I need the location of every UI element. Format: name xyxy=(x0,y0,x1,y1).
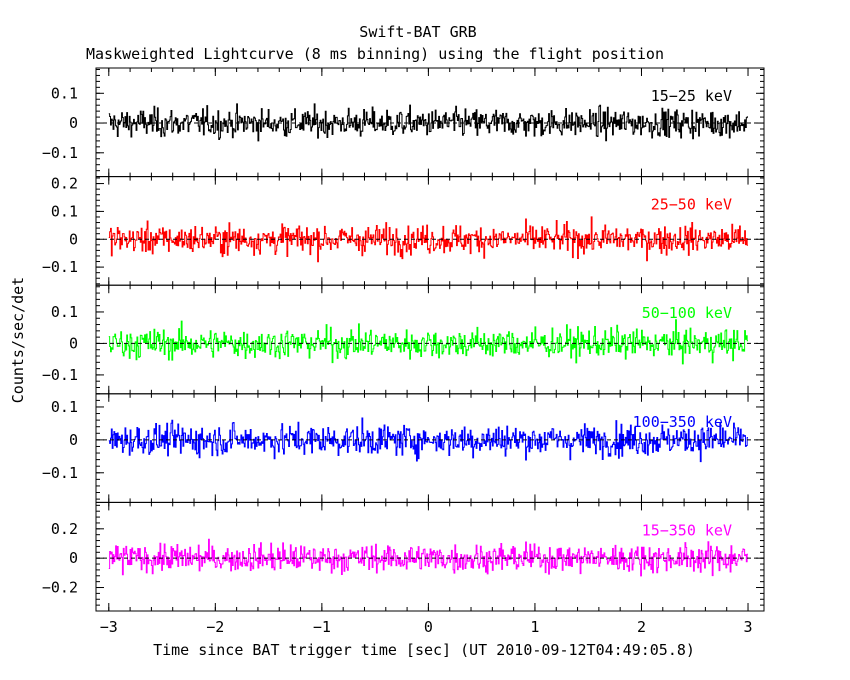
chart-subtitle: Maskweighted Lightcurve (8 ms binning) u… xyxy=(86,45,664,63)
panel-15-350-kev: −0.2 0 0.2 15−350 keV xyxy=(42,501,765,612)
panel-100-350-kev: −0.1 0 0.1 100−350 keV xyxy=(42,393,765,503)
panels: −0.100.1 15−25 keV−0.100.10.225−50 keV−0.… xyxy=(42,67,765,636)
series-line xyxy=(108,216,749,263)
series-line xyxy=(108,417,749,463)
y-tick-label: 0 xyxy=(69,114,78,132)
chart-title: Swift-BAT GRB xyxy=(359,23,476,41)
band-label: 25−50 keV xyxy=(651,196,732,214)
band-label: 100−350 keV xyxy=(633,413,732,431)
x-tick-label: −2 xyxy=(206,618,224,636)
x-tick-label: 2 xyxy=(637,618,646,636)
y-tick-label: 0.2 xyxy=(51,520,78,538)
y-tick-label: −0.1 xyxy=(42,258,78,276)
panel-15-25-kev: −0.1 0 0.1 15−25 keV xyxy=(42,67,765,178)
y-tick-label: −0.1 xyxy=(42,366,78,384)
y-axis-label: Counts/sec/det xyxy=(9,277,27,403)
x-axis-label: Time since BAT trigger time [sec] (UT 20… xyxy=(153,641,695,659)
y-tick-label: 0.1 xyxy=(51,84,78,102)
x-tick-label: −1 xyxy=(313,618,331,636)
x-tick-label: 1 xyxy=(530,618,539,636)
series-line xyxy=(108,103,749,142)
y-tick-label: 0.1 xyxy=(51,398,78,416)
y-tick-label: 0.2 xyxy=(51,175,78,193)
series-line xyxy=(108,319,749,365)
y-tick-label: 0.1 xyxy=(51,303,78,321)
y-tick-label: 0 xyxy=(69,230,78,248)
panel-50-100-kev: −0.1 0 0.1 50−100 keV xyxy=(42,284,765,395)
y-tick-label: −0.2 xyxy=(42,579,78,597)
x-tick-label: 0 xyxy=(424,618,433,636)
band-label: 50−100 keV xyxy=(642,304,732,322)
y-tick-label: −0.1 xyxy=(42,464,78,482)
band-label: 15−25 keV xyxy=(651,87,732,105)
y-tick-label: 0 xyxy=(69,334,78,352)
y-tick-label: 0 xyxy=(69,549,78,567)
x-tick-label: −3 xyxy=(100,618,118,636)
y-tick-label: 0 xyxy=(69,431,78,449)
y-tick-label: −0.1 xyxy=(42,144,78,162)
x-tick-label: 3 xyxy=(744,618,753,636)
band-label: 15−350 keV xyxy=(642,521,732,539)
panel-frame xyxy=(95,501,765,612)
y-tick-label: 0.1 xyxy=(51,202,78,220)
series-line xyxy=(108,538,749,577)
panel-25-50-kev: −0.1 0 0.1 0.2 25−50 keV xyxy=(42,175,765,286)
